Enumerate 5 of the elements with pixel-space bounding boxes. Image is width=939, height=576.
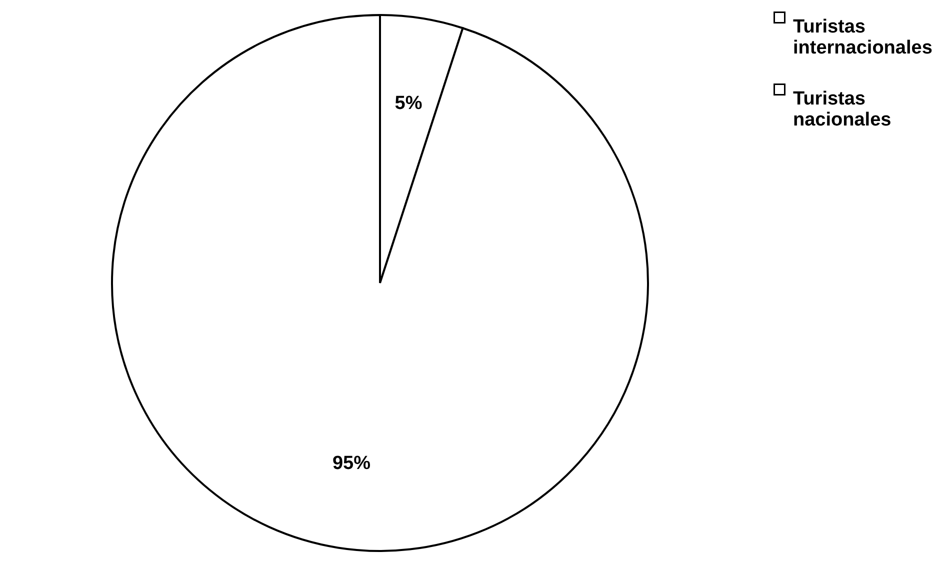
data-label: 95% — [332, 452, 371, 474]
legend-label: Turistas nacionales — [793, 88, 892, 130]
legend-label: Turistas internacionales — [793, 16, 932, 58]
data-label: 5% — [394, 93, 422, 114]
pie-slice — [111, 14, 649, 552]
